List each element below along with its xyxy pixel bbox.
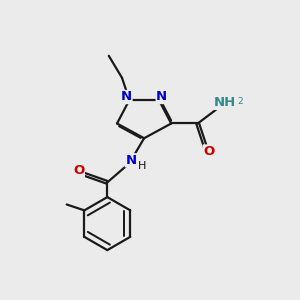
Text: 2: 2 bbox=[238, 97, 243, 106]
Text: H: H bbox=[138, 160, 146, 171]
Text: N: N bbox=[125, 154, 136, 167]
Text: N: N bbox=[121, 91, 132, 103]
Text: NH: NH bbox=[213, 96, 236, 110]
Text: O: O bbox=[73, 164, 84, 176]
Text: O: O bbox=[203, 145, 214, 158]
Text: N: N bbox=[156, 91, 167, 103]
